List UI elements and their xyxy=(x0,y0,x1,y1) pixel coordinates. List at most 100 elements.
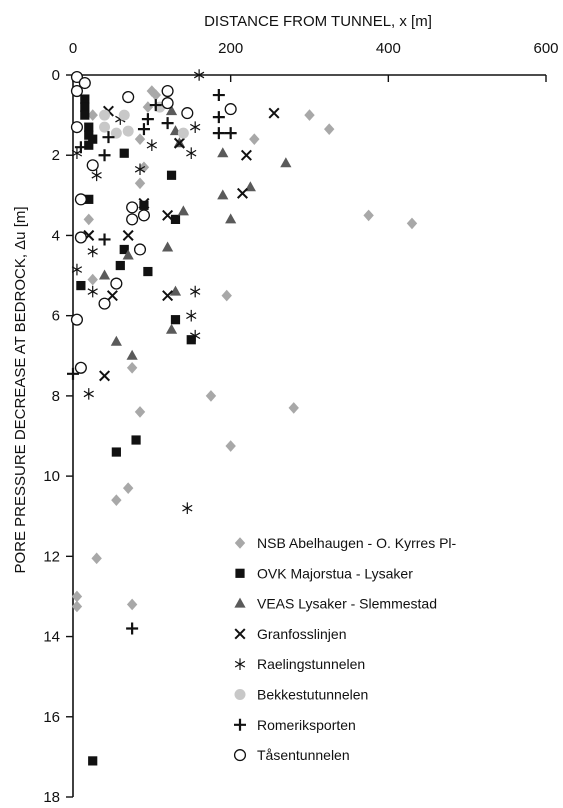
data-point xyxy=(288,402,299,414)
data-point xyxy=(143,266,153,277)
data-point xyxy=(84,194,94,204)
data-point xyxy=(212,111,225,124)
data-point xyxy=(99,121,111,133)
data-point xyxy=(98,269,111,280)
legend-item: VEAS Lysaker - Slemmestad xyxy=(234,596,437,612)
data-point xyxy=(84,122,94,132)
data-point xyxy=(236,187,248,199)
legend-label: Bekkestutunnelen xyxy=(257,687,368,703)
data-point xyxy=(150,89,161,101)
data-point xyxy=(165,323,178,334)
data-point xyxy=(87,109,98,121)
data-point xyxy=(142,101,154,113)
data-point xyxy=(280,157,292,168)
data-point xyxy=(162,241,174,252)
data-point xyxy=(83,213,94,226)
data-point xyxy=(102,131,115,144)
data-point xyxy=(110,277,123,290)
data-point xyxy=(324,123,335,135)
data-point xyxy=(182,502,193,514)
x-axis-title: DISTANCE FROM TUNNEL, x [m] xyxy=(204,13,432,30)
data-point xyxy=(122,229,134,241)
data-point xyxy=(118,109,130,121)
y-tick-label: 14 xyxy=(43,629,60,646)
data-point xyxy=(122,249,134,260)
data-point xyxy=(169,285,182,296)
data-point xyxy=(110,127,122,139)
data-point xyxy=(240,149,252,161)
data-point xyxy=(304,109,315,121)
y-tick-label: 0 xyxy=(52,67,60,84)
legend-label: Granfosslinjen xyxy=(257,626,347,642)
data-point xyxy=(86,159,99,172)
data-point xyxy=(71,263,83,276)
x-tick-label: 200 xyxy=(218,40,243,57)
data-point xyxy=(91,169,102,182)
data-point xyxy=(80,102,90,112)
legend-item: OVK Majorstua - Lysaker xyxy=(235,565,413,581)
y-tick-label: 4 xyxy=(52,227,60,244)
data-point xyxy=(87,245,98,258)
data-point xyxy=(91,552,102,565)
data-point xyxy=(166,170,177,180)
legend-label: Tåsentunnelen xyxy=(257,747,350,763)
data-point xyxy=(126,213,139,226)
data-point xyxy=(134,163,146,176)
data-point xyxy=(106,290,118,302)
data-point xyxy=(173,137,185,149)
y-tick-label: 6 xyxy=(52,308,60,325)
data-point xyxy=(71,600,83,613)
data-points-group xyxy=(67,69,418,766)
legend-item: Granfosslinjen xyxy=(234,626,347,642)
data-point xyxy=(110,335,122,346)
legend-item: Romeriksporten xyxy=(234,717,356,733)
data-point xyxy=(71,590,83,603)
data-point xyxy=(224,127,237,140)
data-point xyxy=(162,209,174,221)
data-point xyxy=(186,309,197,322)
y-axis-title: PORE PRESSURE DECREASE AT BEDROCK, Δu [m… xyxy=(12,206,29,573)
y-tick-label: 10 xyxy=(43,468,60,485)
data-point xyxy=(67,367,79,380)
data-point xyxy=(149,99,162,112)
data-point xyxy=(74,193,87,206)
data-point xyxy=(181,107,194,120)
series-1 xyxy=(76,94,196,766)
data-point xyxy=(190,121,201,133)
data-point xyxy=(165,105,178,116)
x-tick-label: 600 xyxy=(533,40,558,57)
legend-label: OVK Majorstua - Lysaker xyxy=(257,565,413,581)
data-point xyxy=(225,440,236,452)
data-point xyxy=(80,94,90,104)
data-point xyxy=(78,76,91,90)
data-point xyxy=(224,103,237,116)
data-point xyxy=(268,107,280,119)
data-point xyxy=(70,313,83,326)
data-point xyxy=(70,121,83,134)
data-point xyxy=(177,205,189,216)
data-point xyxy=(363,209,374,222)
data-point xyxy=(205,390,217,402)
data-point xyxy=(186,147,197,160)
data-point xyxy=(134,177,146,190)
series-0 xyxy=(71,85,418,613)
series-4 xyxy=(71,69,205,514)
data-point xyxy=(87,285,98,298)
data-point xyxy=(98,297,111,310)
data-point xyxy=(162,290,174,302)
data-point xyxy=(122,91,135,104)
data-point xyxy=(193,69,205,81)
data-point xyxy=(98,233,111,246)
legend-item: NSB Abelhaugen - O. Kyrres Pl- xyxy=(234,535,457,551)
x-tick-label: 400 xyxy=(376,40,401,57)
data-point xyxy=(76,280,86,291)
y-tick-label: 12 xyxy=(43,548,60,565)
data-point xyxy=(80,110,90,120)
series-2 xyxy=(98,105,292,360)
data-point xyxy=(131,435,141,445)
legend-marker xyxy=(234,718,246,731)
data-point xyxy=(115,260,125,271)
data-point xyxy=(141,113,154,126)
data-point xyxy=(225,213,237,224)
